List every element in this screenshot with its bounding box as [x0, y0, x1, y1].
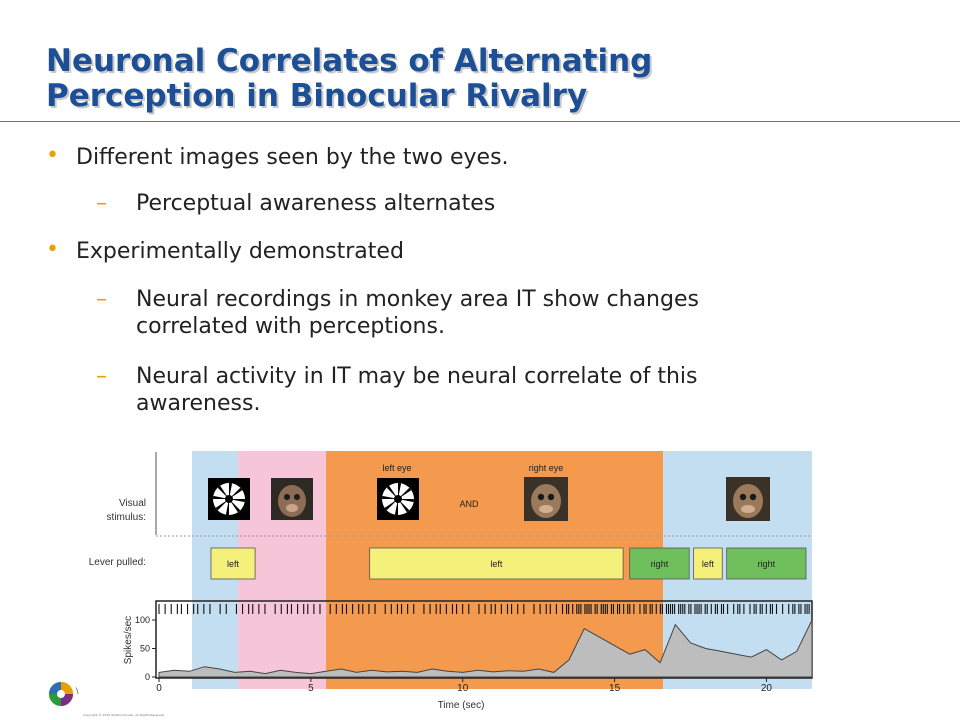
- bullet-4-line-2: correlated with perceptions.: [136, 314, 445, 339]
- stimulus-row-label-2: stimulus:: [107, 512, 146, 523]
- spike-raster: [158, 604, 810, 614]
- lever-label-1: left: [490, 559, 503, 569]
- sunburst-ray: [229, 483, 233, 499]
- sunburst-ray: [394, 499, 398, 515]
- sunburst-center: [225, 495, 233, 503]
- lever-label-2: right: [651, 559, 669, 569]
- bullet-dot-icon: •: [46, 237, 59, 262]
- stimulus-row-label-1: Visual: [119, 498, 146, 509]
- sunburst-ray: [398, 499, 410, 513]
- lever-box-3: [693, 547, 723, 580]
- bullet-4-line-1: Neural recordings in monkey area IT show…: [136, 287, 699, 312]
- sub-bullet-dash-icon: –: [96, 287, 107, 312]
- x-tick-label-0: 0: [156, 683, 162, 694]
- title-line-2: Perception in Binocular Rivalry: [46, 78, 588, 114]
- firing-rate-area: [158, 619, 813, 678]
- x-tick-label-4: 20: [761, 683, 773, 694]
- and-label: AND: [459, 499, 479, 509]
- monkey-face-icon: [271, 478, 313, 520]
- sunburst-ray: [398, 499, 414, 503]
- y-tick-label-0: 0: [145, 672, 150, 682]
- lever-row-label: Lever pulled:: [89, 557, 146, 568]
- bullet-dot-icon: •: [46, 143, 59, 168]
- rivalry-figure: Visual stimulus: Lever pulled: left eye …: [89, 451, 813, 711]
- lever-box-2: [629, 547, 690, 580]
- sunburst-ray: [213, 495, 229, 499]
- bullet-5-line-2: awareness.: [136, 391, 261, 416]
- x-axis-label: Time (sec): [438, 700, 485, 711]
- sunburst-ray: [398, 483, 402, 499]
- x-tick-label-3: 15: [609, 683, 621, 694]
- lever-box-4: [726, 547, 807, 580]
- lever-label-0: left: [227, 559, 240, 569]
- bullet-1: Different images seen by the two eyes.: [76, 145, 509, 170]
- svg-text:\: \: [76, 686, 79, 696]
- lever-box-0: [210, 547, 256, 580]
- title-line-1: Neuronal Correlates of Alternating: [46, 43, 653, 79]
- copyright-notice: Copyright © 2010 Wolters Kluwer. All Rig…: [83, 713, 166, 717]
- right-eye-label: right eye: [529, 463, 564, 473]
- bullet-3: Experimentally demonstrated: [76, 239, 404, 264]
- monkey-face-icon: [524, 477, 568, 521]
- sunburst-ray: [229, 499, 241, 513]
- title-divider: [0, 121, 960, 122]
- sunburst-ray: [215, 499, 229, 511]
- sunburst-ray: [229, 487, 243, 499]
- sunburst-ray: [398, 487, 412, 499]
- lever-label-4: right: [758, 559, 776, 569]
- sub-bullet-dash-icon: –: [96, 364, 107, 389]
- sunburst-ray: [384, 499, 398, 511]
- y-tick-label-1: 50: [140, 644, 150, 654]
- x-tick-label-1: 5: [308, 683, 314, 694]
- publisher-logo: \: [48, 681, 79, 707]
- bullet-5-line-1: Neural activity in IT may be neural corr…: [136, 364, 698, 389]
- bullet-2: Perceptual awareness alternates: [136, 191, 496, 216]
- left-eye-label: left eye: [382, 463, 411, 473]
- y-tick-label-2: 100: [135, 615, 150, 625]
- lever-box-1: [369, 547, 624, 580]
- x-tick-label-2: 10: [457, 683, 469, 694]
- monkey-face-icon: [726, 477, 770, 521]
- sunburst-stimulus-icon: [377, 478, 419, 520]
- sunburst-stimulus-icon: [208, 478, 250, 520]
- page-title: Neuronal Correlates of Alternating Perce…: [46, 44, 926, 114]
- lever-label-3: left: [702, 559, 715, 569]
- sunburst-ray: [382, 495, 398, 499]
- sunburst-ray: [225, 499, 229, 515]
- y-axis-label: Spikes/sec: [123, 616, 134, 664]
- sunburst-ray: [386, 485, 398, 499]
- sunburst-ray: [217, 485, 229, 499]
- sunburst-center: [394, 495, 402, 503]
- sunburst-ray: [229, 499, 245, 503]
- sub-bullet-dash-icon: –: [96, 191, 107, 216]
